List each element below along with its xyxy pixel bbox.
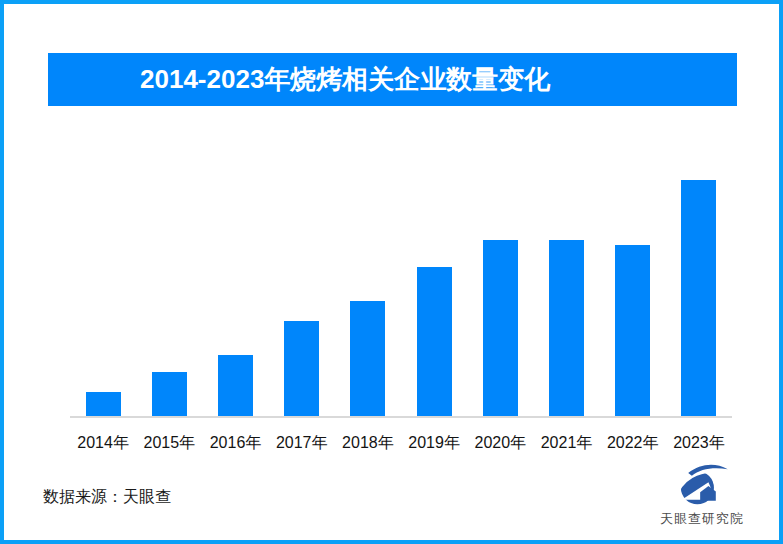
x-axis-label-2017年: 2017年	[269, 433, 335, 454]
tianyancha-eye-icon	[674, 462, 730, 508]
data-source-label: 数据来源：天眼查	[43, 487, 171, 508]
bar-slot	[401, 180, 467, 416]
bar-2016年	[218, 355, 253, 416]
bar-2021年	[549, 240, 584, 416]
bar-2023年	[681, 180, 716, 416]
bar-slot	[136, 180, 202, 416]
bar-2020年	[483, 240, 518, 416]
bar-2022年	[615, 245, 650, 416]
bar-chart-plot-area	[70, 180, 732, 416]
x-axis-labels: 2014年2015年2016年2017年2018年2019年2020年2021年…	[70, 433, 732, 454]
x-axis-label-2022年: 2022年	[600, 433, 666, 454]
infographic-card: 2014-2023年烧烤相关企业数量变化 2014年2015年2016年2017…	[0, 0, 783, 544]
bar-slot	[70, 180, 136, 416]
tianyancha-logo-text: 天眼查研究院	[660, 510, 744, 528]
bar-slot	[600, 180, 666, 416]
bar-slot	[269, 180, 335, 416]
x-axis-label-2019年: 2019年	[401, 433, 467, 454]
x-axis-label-2018年: 2018年	[335, 433, 401, 454]
chart-title: 2014-2023年烧烤相关企业数量变化	[140, 62, 550, 97]
x-axis-line	[70, 416, 732, 418]
bar-2014年	[86, 392, 121, 416]
bar-slot	[533, 180, 599, 416]
bar-2015年	[152, 372, 187, 416]
bar-2019年	[417, 267, 452, 416]
bar-slot	[335, 180, 401, 416]
x-axis-label-2016年: 2016年	[202, 433, 268, 454]
x-axis-label-2023年: 2023年	[666, 433, 732, 454]
bar-2017年	[284, 321, 319, 416]
x-axis-label-2021年: 2021年	[533, 433, 599, 454]
chart-title-banner: 2014-2023年烧烤相关企业数量变化	[48, 53, 737, 106]
bar-slot	[666, 180, 732, 416]
bar-slot	[202, 180, 268, 416]
x-axis-label-2020年: 2020年	[467, 433, 533, 454]
bar-slot	[467, 180, 533, 416]
x-axis-label-2014年: 2014年	[70, 433, 136, 454]
bar-2018年	[350, 301, 385, 416]
x-axis-label-2015年: 2015年	[136, 433, 202, 454]
tianyancha-research-logo: 天眼查研究院	[654, 462, 750, 528]
